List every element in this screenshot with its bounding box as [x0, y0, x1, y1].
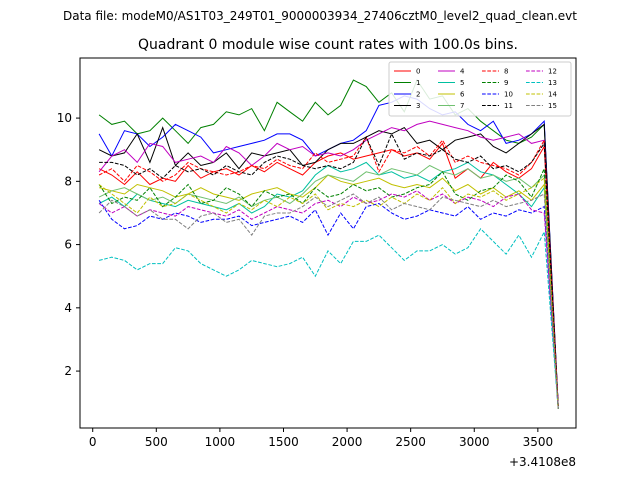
x-tick-label: 500 — [145, 435, 168, 449]
x-tick-label: 1500 — [268, 435, 299, 449]
plot-area — [80, 58, 576, 428]
x-tick-label: 3000 — [459, 435, 490, 449]
y-tick-label: 4 — [64, 301, 72, 315]
series-line-14 — [98, 177, 559, 410]
y-tick-label: 10 — [57, 111, 72, 125]
chart-title: Quadrant 0 module wise count rates with … — [138, 37, 518, 53]
legend-label-1: 1 — [416, 79, 420, 87]
x-tick-label: 2000 — [332, 435, 363, 449]
series-line-11 — [99, 132, 559, 406]
legend-label-13: 13 — [548, 79, 557, 87]
legend-label-8: 8 — [504, 68, 508, 76]
series-layer — [98, 79, 559, 410]
series-line-4 — [98, 120, 559, 406]
x-tick-label: 1000 — [205, 435, 236, 449]
legend-label-15: 15 — [548, 102, 557, 110]
y-tick-label: 6 — [64, 238, 72, 252]
series-line-8 — [98, 136, 559, 406]
legend-label-2: 2 — [416, 91, 420, 99]
series-line-10 — [98, 200, 559, 410]
legend-label-11: 11 — [504, 102, 513, 110]
legend-label-6: 6 — [460, 91, 465, 99]
legend-label-14: 14 — [548, 91, 557, 99]
plot-frame — [79, 57, 577, 429]
y-axis: 2 4 6 8 10 — [57, 111, 80, 378]
x-tick-label: 0 — [89, 435, 97, 449]
chart-suptitle: Data file: modeM0/AS1T03_249T01_90000039… — [63, 9, 577, 23]
legend-box — [388, 61, 572, 117]
series-line-12 — [98, 190, 559, 410]
legend-label-5: 5 — [460, 79, 464, 87]
y-tick-label: 2 — [64, 364, 72, 378]
legend-label-4: 4 — [460, 68, 465, 76]
series-line-13 — [98, 228, 559, 410]
legend-label-7: 7 — [460, 102, 464, 110]
series-line-1 — [98, 79, 559, 410]
legend-label-0: 0 — [416, 68, 420, 76]
legend-label-10: 10 — [504, 91, 513, 99]
legend-label-9: 9 — [504, 79, 508, 87]
legend-label-3: 3 — [416, 102, 420, 110]
series-line-3 — [98, 123, 559, 406]
x-axis: 0 500 1000 1500 2000 2500 3000 3500 — [89, 428, 553, 449]
y-tick-label: 8 — [64, 174, 72, 188]
series-line-9 — [98, 168, 559, 410]
series-line-15 — [98, 193, 559, 410]
x-tick-label: 3500 — [523, 435, 554, 449]
legend-label-12: 12 — [548, 68, 557, 76]
x-tick-label: 2500 — [395, 435, 426, 449]
x-axis-offset-label: +3.4108e8 — [509, 455, 576, 469]
